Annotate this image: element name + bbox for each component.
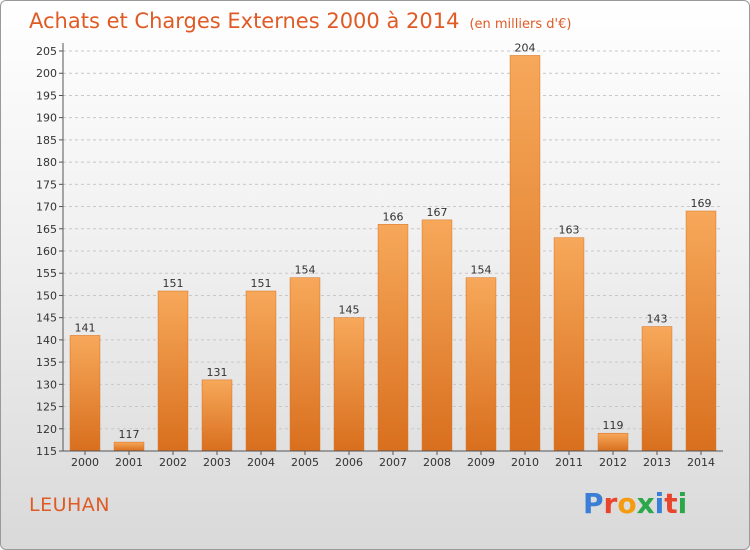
x-tick-label-2011: 2011 — [555, 456, 583, 469]
logo-letter: o — [617, 487, 637, 520]
logo-letter: i — [654, 487, 665, 520]
data-label-2013: 143 — [647, 313, 668, 326]
bar-2010 — [509, 55, 541, 452]
x-tick-label-2009: 2009 — [467, 456, 495, 469]
y-tick-label: 155 — [36, 267, 57, 280]
x-tick-label-2000: 2000 — [71, 456, 99, 469]
bar-2011 — [553, 237, 585, 452]
bar-2003 — [201, 379, 233, 452]
data-label-2003: 131 — [207, 366, 228, 379]
logo-letter: t — [664, 487, 678, 520]
y-tick-label: 125 — [36, 401, 57, 414]
bar-2000 — [69, 335, 101, 452]
x-tick-label-2007: 2007 — [379, 456, 407, 469]
bars: 141 117 151 131 151 154 145 166 167 154 204 163 119 1… — [69, 41, 717, 452]
data-label-2014: 169 — [691, 197, 712, 210]
x-axis: 2000 2001 2002 2003 2004 2005 2006 2007 2008 2009… — [63, 450, 723, 469]
y-tick-label: 205 — [36, 45, 57, 58]
data-label-2002: 151 — [163, 277, 184, 290]
y-tick-label: 160 — [36, 245, 57, 258]
bar-2005 — [289, 277, 321, 452]
chart-subtitle: (en milliers d'€) — [469, 17, 572, 32]
data-label-2001: 117 — [119, 428, 140, 441]
x-tick-label-2004: 2004 — [247, 456, 275, 469]
x-tick-label-2005: 2005 — [291, 456, 319, 469]
y-tick-label: 200 — [36, 67, 57, 80]
bar-2012 — [597, 432, 629, 452]
data-label-2010: 204 — [515, 41, 536, 54]
bar-2004 — [245, 290, 277, 452]
proxiti-logo: Proxiti — [583, 487, 687, 520]
y-tick-label: 115 — [36, 445, 57, 458]
y-tick-label: 170 — [36, 201, 57, 214]
data-label-2000: 141 — [75, 321, 96, 334]
logo-letter: r — [603, 487, 618, 520]
x-tick-label-2002: 2002 — [159, 456, 187, 469]
y-tick-label: 180 — [36, 156, 57, 169]
chart-title: Achats et Charges Externes 2000 à 2014 (e… — [29, 9, 571, 33]
data-label-2008: 167 — [427, 206, 448, 219]
x-tick-label-2006: 2006 — [335, 456, 363, 469]
data-label-2007: 166 — [383, 210, 404, 223]
bar-2007 — [377, 224, 409, 452]
x-tick-label-2010: 2010 — [511, 456, 539, 469]
x-tick-label-2008: 2008 — [423, 456, 451, 469]
bar-2008 — [421, 219, 453, 452]
y-tick-label: 135 — [36, 356, 57, 369]
logo-letter: x — [636, 487, 655, 520]
y-tick-label: 120 — [36, 423, 57, 436]
x-tick-label-2001: 2001 — [115, 456, 143, 469]
data-label-2005: 154 — [295, 264, 316, 277]
y-tick-label: 145 — [36, 312, 57, 325]
x-tick-label-2014: 2014 — [687, 456, 715, 469]
bar-2001 — [113, 441, 145, 452]
bar-2013 — [641, 326, 673, 452]
x-tick-label-2003: 2003 — [203, 456, 231, 469]
y-tick-label: 140 — [36, 334, 57, 347]
y-tick-label: 130 — [36, 378, 57, 391]
y-tick-label: 185 — [36, 134, 57, 147]
data-label-2004: 151 — [251, 277, 272, 290]
y-tick-label: 175 — [36, 178, 57, 191]
chart-title-text: Achats et Charges Externes 2000 à 2014 — [29, 9, 460, 33]
y-tick-label: 195 — [36, 89, 57, 102]
logo-letter: P — [583, 487, 604, 520]
bar-2002 — [157, 290, 189, 452]
bar-2009 — [465, 277, 497, 452]
y-axis: 115 120 125 130 135 140 145 150 155 160 165 170 175 1… — [36, 43, 64, 458]
data-label-2009: 154 — [471, 264, 492, 277]
x-tick-label-2012: 2012 — [599, 456, 627, 469]
bar-2014 — [685, 210, 717, 452]
bar-2006 — [333, 317, 365, 452]
commune-name: LEUHAN — [29, 494, 110, 516]
y-tick-label: 190 — [36, 112, 57, 125]
data-label-2006: 145 — [339, 304, 360, 317]
x-tick-label-2013: 2013 — [643, 456, 671, 469]
y-tick-label: 165 — [36, 223, 57, 236]
y-tick-label: 150 — [36, 289, 57, 302]
data-label-2012: 119 — [603, 419, 624, 432]
data-label-2011: 163 — [559, 224, 580, 237]
logo-letter: i — [677, 487, 688, 520]
